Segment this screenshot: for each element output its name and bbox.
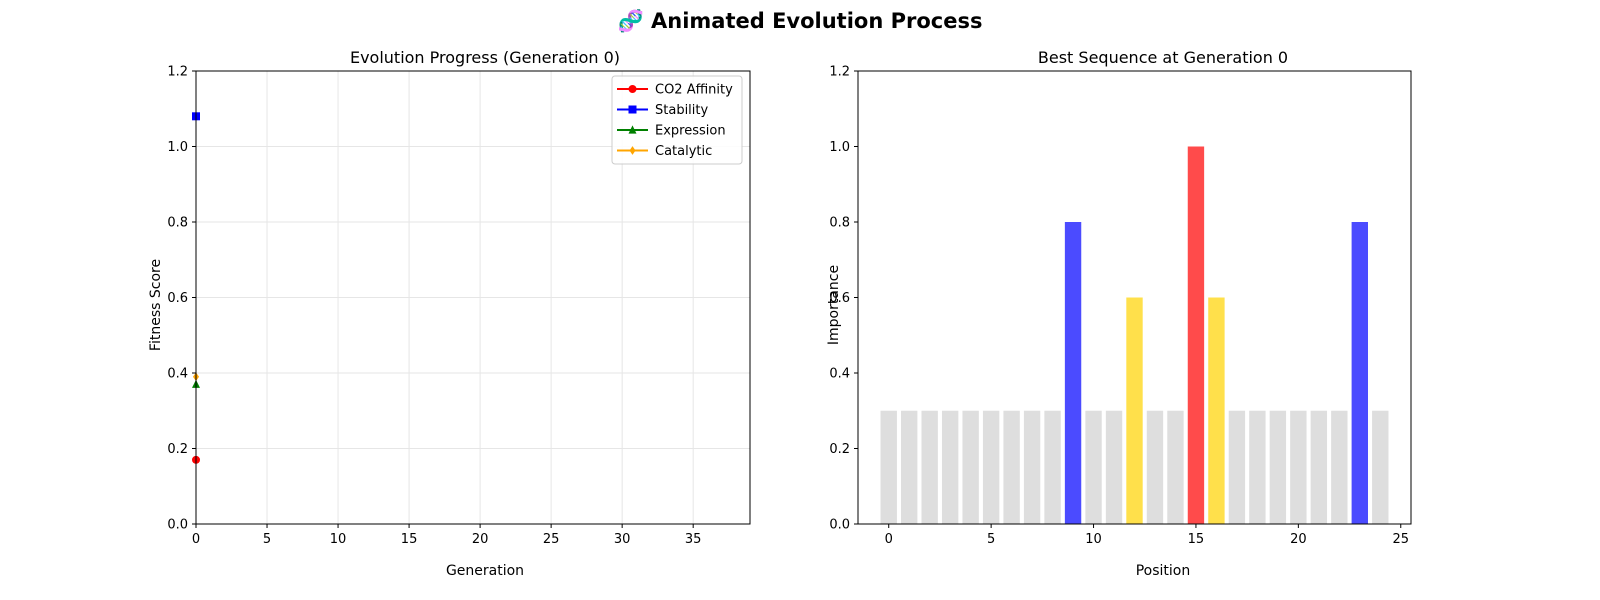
legend-label: Expression	[655, 124, 726, 139]
bar	[1126, 297, 1143, 524]
y-tick-label: 0.8	[829, 216, 850, 231]
y-tick-label: 0.6	[167, 291, 188, 306]
figure-title: 🧬 Animated Evolution Process	[618, 8, 983, 34]
bar	[1372, 410, 1389, 524]
bar	[1085, 410, 1102, 524]
bar	[1105, 410, 1123, 524]
bar	[982, 410, 1000, 524]
x-tick-label: 15	[401, 532, 418, 547]
bar	[1023, 410, 1041, 524]
x-tick-label: 35	[685, 532, 702, 547]
y-tick-label: 1.2	[829, 65, 850, 80]
bar	[880, 410, 897, 524]
y-tick-label: 0.0	[167, 518, 188, 533]
evolution-progress-chart: Evolution Progress (Generation 0) Genera…	[148, 48, 751, 579]
chart-title: Evolution Progress (Generation 0)	[350, 48, 620, 67]
bar	[1146, 410, 1164, 524]
x-axis-label: Generation	[446, 563, 524, 579]
bar	[1310, 410, 1328, 524]
legend-label: Stability	[655, 103, 709, 118]
legend-label: CO2 Affinity	[655, 83, 733, 98]
bar	[1064, 222, 1082, 524]
legend-marker	[628, 85, 637, 93]
bar	[1187, 146, 1205, 524]
legend-marker	[629, 146, 636, 155]
bar	[1208, 297, 1225, 524]
bar	[1228, 410, 1246, 524]
x-tick-label: 5	[987, 532, 995, 547]
bar	[962, 410, 979, 524]
y-tick-label: 0.2	[829, 442, 850, 457]
x-tick-label: 30	[614, 532, 631, 547]
x-tick-label: 10	[330, 532, 347, 547]
legend-label: Catalytic	[655, 144, 712, 159]
x-tick-label: 5	[263, 532, 271, 547]
y-tick-label: 0.4	[829, 367, 850, 382]
bar	[1269, 410, 1287, 524]
y-axis-label: Importance	[826, 265, 842, 345]
legend-entry: CO2 Affinity	[617, 83, 733, 98]
bar	[921, 410, 938, 524]
x-tick-label: 0	[192, 532, 200, 547]
x-tick-label: 20	[472, 532, 489, 547]
bar	[901, 410, 918, 524]
y-tick-label: 1.0	[829, 140, 850, 155]
bar	[1351, 222, 1368, 524]
best-sequence-chart: Best Sequence at Generation 0 Position I…	[826, 48, 1412, 579]
bar	[1331, 410, 1348, 524]
legend-entry: Expression	[617, 124, 726, 139]
legend-entry: Catalytic	[617, 144, 712, 159]
legend-frame	[611, 75, 743, 165]
y-tick-label: 0.4	[167, 367, 188, 382]
bar	[1249, 410, 1266, 524]
bar	[1044, 410, 1061, 524]
y-tick-label: 0.8	[167, 216, 188, 231]
legend: CO2 Affinity Stability Expression Catalytic	[611, 75, 743, 165]
x-tick-label: 25	[1392, 532, 1409, 547]
y-tick-label: 0.6	[829, 291, 850, 306]
x-tick-label: 10	[1085, 532, 1102, 547]
bar	[941, 410, 959, 524]
legend-entry: Stability	[617, 103, 709, 118]
y-tick-label: 0.0	[829, 518, 850, 533]
x-axis-label: Position	[1136, 563, 1191, 579]
bar	[1003, 410, 1020, 524]
y-tick-label: 1.0	[167, 140, 188, 155]
y-tick-label: 1.2	[167, 65, 188, 80]
legend-marker	[628, 125, 637, 134]
plot-area	[880, 146, 1389, 524]
x-tick-label: 15	[1188, 532, 1205, 547]
y-tick-label: 0.2	[167, 442, 188, 457]
y-axis-label: Fitness Score	[148, 259, 164, 351]
bar	[1167, 410, 1184, 524]
x-tick-label: 20	[1290, 532, 1307, 547]
x-tick-label: 0	[885, 532, 893, 547]
x-tick-label: 25	[543, 532, 560, 547]
chart-title: Best Sequence at Generation 0	[1038, 48, 1288, 67]
bar	[1290, 410, 1307, 524]
legend-marker	[628, 105, 637, 114]
